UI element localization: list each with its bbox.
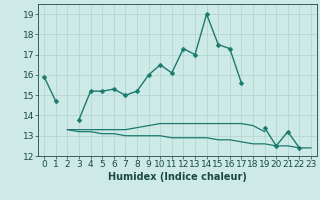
X-axis label: Humidex (Indice chaleur): Humidex (Indice chaleur) xyxy=(108,172,247,182)
